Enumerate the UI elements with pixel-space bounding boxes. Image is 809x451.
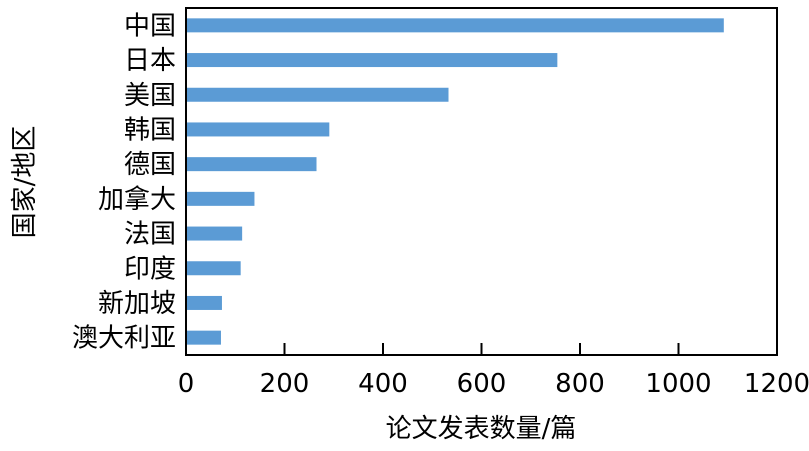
bar xyxy=(186,122,330,137)
x-tick-label: 800 xyxy=(555,369,605,399)
bar xyxy=(186,157,317,172)
x-tick-label: 1000 xyxy=(645,369,711,399)
bar xyxy=(186,226,243,241)
category-label: 中国 xyxy=(124,11,176,41)
category-label: 新加坡 xyxy=(98,289,176,319)
bar xyxy=(186,87,449,102)
bar xyxy=(186,261,241,276)
bar xyxy=(186,53,558,68)
x-tick-label: 600 xyxy=(457,369,507,399)
category-label: 韩国 xyxy=(124,115,176,145)
category-label: 美国 xyxy=(124,81,176,111)
category-label: 澳大利亚 xyxy=(72,324,176,354)
category-label: 加拿大 xyxy=(98,185,176,215)
bar xyxy=(186,191,255,206)
y-axis-label: 国家/地区 xyxy=(10,126,40,239)
x-tick-label: 1200 xyxy=(744,369,809,399)
x-tick-label: 200 xyxy=(260,369,310,399)
category-label: 法国 xyxy=(124,220,176,250)
category-label: 印度 xyxy=(124,254,176,284)
category-label: 德国 xyxy=(124,150,176,180)
bar xyxy=(186,295,222,310)
x-axis-label: 论文发表数量/篇 xyxy=(386,414,577,444)
bar xyxy=(186,18,724,33)
category-label: 日本 xyxy=(124,46,176,76)
x-tick-label: 0 xyxy=(178,369,195,399)
bar xyxy=(186,330,221,345)
x-tick-label: 400 xyxy=(358,369,408,399)
